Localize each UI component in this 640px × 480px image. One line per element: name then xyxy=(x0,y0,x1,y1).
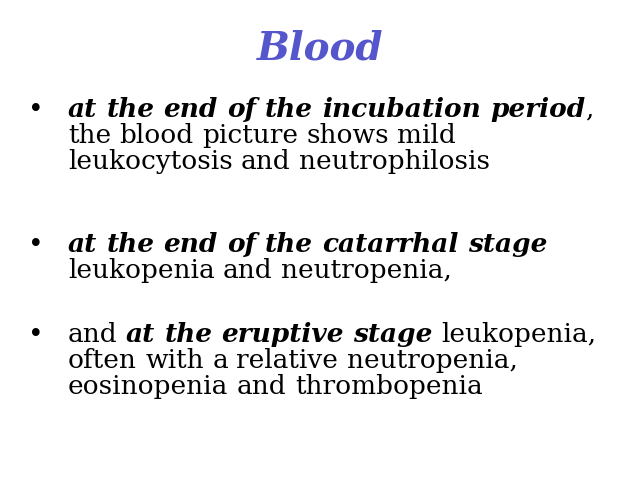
Text: and: and xyxy=(241,149,291,174)
Text: incubation: incubation xyxy=(323,97,481,122)
Text: at: at xyxy=(126,322,156,347)
Text: the: the xyxy=(265,232,313,257)
Text: the: the xyxy=(106,232,154,257)
Text: •: • xyxy=(28,97,44,122)
Text: period: period xyxy=(490,97,586,122)
Text: the: the xyxy=(68,123,111,148)
Text: end: end xyxy=(163,97,218,122)
Text: the: the xyxy=(265,97,313,122)
Text: ,: , xyxy=(586,97,594,122)
Text: eosinopenia: eosinopenia xyxy=(68,374,228,399)
Text: picture: picture xyxy=(202,123,298,148)
Text: a: a xyxy=(212,348,228,373)
Text: mild: mild xyxy=(397,123,456,148)
Text: stage: stage xyxy=(353,322,433,347)
Text: thrombopenia: thrombopenia xyxy=(295,374,483,399)
Text: at: at xyxy=(68,97,97,122)
Text: of: of xyxy=(227,97,256,122)
Text: end: end xyxy=(163,232,218,257)
Text: Blood: Blood xyxy=(257,30,383,68)
Text: •: • xyxy=(28,322,44,347)
Text: and: and xyxy=(68,322,118,347)
Text: leukopenia: leukopenia xyxy=(68,258,215,283)
Text: shows: shows xyxy=(307,123,389,148)
Text: catarrhal: catarrhal xyxy=(323,232,459,257)
Text: leukocytosis: leukocytosis xyxy=(68,149,233,174)
Text: eruptive: eruptive xyxy=(221,322,344,347)
Text: of: of xyxy=(227,232,256,257)
Text: leukopenia,: leukopenia, xyxy=(441,322,596,347)
Text: neutropenia,: neutropenia, xyxy=(281,258,452,283)
Text: and: and xyxy=(223,258,273,283)
Text: at: at xyxy=(68,232,97,257)
Text: stage: stage xyxy=(468,232,547,257)
Text: neutropenia,: neutropenia, xyxy=(347,348,518,373)
Text: with: with xyxy=(145,348,204,373)
Text: the: the xyxy=(106,97,154,122)
Text: and: and xyxy=(237,374,286,399)
Text: •: • xyxy=(28,232,44,257)
Text: relative: relative xyxy=(236,348,339,373)
Text: the: the xyxy=(164,322,212,347)
Text: blood: blood xyxy=(120,123,194,148)
Text: often: often xyxy=(68,348,137,373)
Text: neutrophilosis: neutrophilosis xyxy=(299,149,490,174)
